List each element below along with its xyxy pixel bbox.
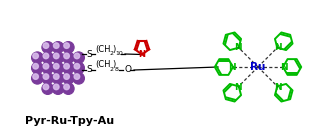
- Text: (CH: (CH: [96, 60, 111, 70]
- Circle shape: [73, 62, 84, 74]
- Text: 2: 2: [109, 51, 113, 56]
- Text: 10: 10: [115, 51, 123, 56]
- Circle shape: [64, 53, 70, 59]
- Circle shape: [42, 83, 54, 95]
- Circle shape: [43, 53, 49, 59]
- Circle shape: [42, 73, 54, 84]
- Circle shape: [64, 84, 70, 90]
- Text: N: N: [234, 83, 242, 92]
- Circle shape: [52, 52, 64, 63]
- Circle shape: [74, 63, 80, 69]
- Circle shape: [31, 52, 43, 63]
- Text: N: N: [138, 50, 146, 59]
- Text: N: N: [280, 63, 288, 72]
- Circle shape: [52, 42, 64, 53]
- Circle shape: [63, 42, 74, 53]
- Circle shape: [52, 62, 64, 74]
- Circle shape: [74, 53, 80, 59]
- Circle shape: [54, 63, 59, 69]
- Circle shape: [63, 52, 74, 63]
- Text: N: N: [274, 43, 282, 51]
- Circle shape: [42, 42, 54, 53]
- Circle shape: [31, 62, 43, 74]
- Circle shape: [63, 83, 74, 95]
- Circle shape: [64, 74, 70, 79]
- Circle shape: [33, 63, 38, 69]
- Text: ): ): [112, 44, 115, 54]
- Text: S: S: [86, 50, 92, 58]
- Text: N: N: [228, 63, 236, 72]
- Circle shape: [52, 73, 64, 84]
- Text: Ru: Ru: [250, 62, 266, 72]
- Text: S: S: [86, 66, 92, 74]
- Text: (CH: (CH: [96, 44, 111, 54]
- Text: O: O: [124, 66, 131, 74]
- Circle shape: [54, 84, 59, 90]
- Circle shape: [52, 83, 64, 95]
- Circle shape: [43, 74, 49, 79]
- Circle shape: [54, 43, 59, 48]
- Circle shape: [73, 73, 84, 84]
- Circle shape: [54, 53, 59, 59]
- Text: N: N: [234, 43, 242, 51]
- Circle shape: [33, 74, 38, 79]
- Circle shape: [31, 73, 43, 84]
- Circle shape: [43, 63, 49, 69]
- Circle shape: [64, 43, 70, 48]
- Circle shape: [63, 73, 74, 84]
- Text: N: N: [274, 83, 282, 92]
- Text: Pyr-Ru-Tpy-Au: Pyr-Ru-Tpy-Au: [25, 116, 115, 126]
- Circle shape: [63, 62, 74, 74]
- Circle shape: [42, 52, 54, 63]
- Circle shape: [42, 62, 54, 74]
- Circle shape: [33, 53, 38, 59]
- Text: 8: 8: [115, 67, 119, 72]
- Text: ): ): [112, 60, 115, 70]
- Circle shape: [64, 63, 70, 69]
- Circle shape: [54, 74, 59, 79]
- Circle shape: [73, 52, 84, 63]
- Circle shape: [43, 43, 49, 48]
- Text: 2: 2: [109, 67, 113, 72]
- Circle shape: [74, 74, 80, 79]
- Circle shape: [43, 84, 49, 90]
